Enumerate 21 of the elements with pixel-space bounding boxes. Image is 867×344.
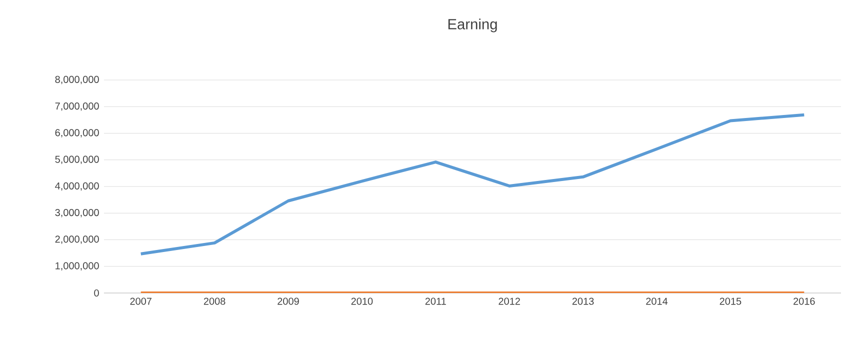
y-tick-label: 7,000,000 <box>55 102 99 111</box>
y-tick-label: 3,000,000 <box>55 209 99 218</box>
y-tick-label: 1,000,000 <box>56 262 99 271</box>
x-tick-label: 2008 <box>204 298 226 305</box>
x-tick-label: 2007 <box>130 298 152 305</box>
y-tick-label: 0 <box>94 289 99 297</box>
chart-title: Earning <box>448 18 497 32</box>
y-tick-label: 6,000,000 <box>55 129 99 138</box>
y-tick-label: 5,000,000 <box>55 156 99 164</box>
y-tick-label: 2,000,000 <box>55 236 99 244</box>
line-series <box>139 113 806 256</box>
x-tick-label: 2013 <box>572 298 594 305</box>
x-tick-label: 2012 <box>498 298 520 305</box>
x-tick-label: 2009 <box>278 298 299 305</box>
x-tick-label: 2015 <box>720 298 742 305</box>
x-tick-label: 2011 <box>425 298 446 305</box>
y-tick-label: 8,000,000 <box>55 76 99 84</box>
x-tick-label: 2014 <box>646 298 668 305</box>
x-tick-label: 2016 <box>794 298 815 305</box>
x-tick-label: 2010 <box>351 298 373 305</box>
y-tick-label: 4,000,000 <box>55 182 99 191</box>
